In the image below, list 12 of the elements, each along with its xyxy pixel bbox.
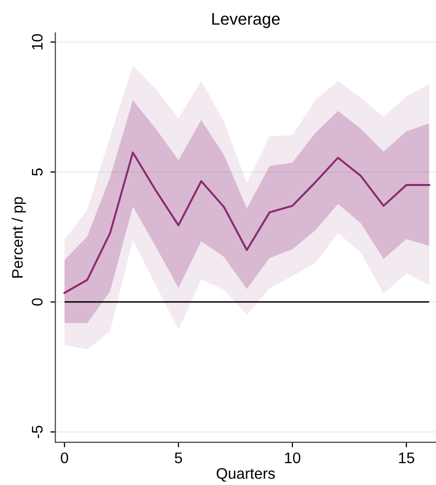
line-series <box>64 152 430 294</box>
x-axis-title: Quarters <box>216 468 275 482</box>
y-tick-label: 0 <box>32 298 43 306</box>
x-tick-label: 5 <box>174 452 182 464</box>
chart-title: Leverage <box>212 13 280 28</box>
y-axis-title: Percent / pp <box>12 197 26 278</box>
x-tick-label: 0 <box>60 452 68 464</box>
y-tick-label: -5 <box>32 426 43 438</box>
y-tick-label: 5 <box>32 168 43 176</box>
y-tick-label: 10 <box>32 34 43 50</box>
x-tick-label: 15 <box>399 452 414 464</box>
x-tick-label: 10 <box>285 452 300 464</box>
